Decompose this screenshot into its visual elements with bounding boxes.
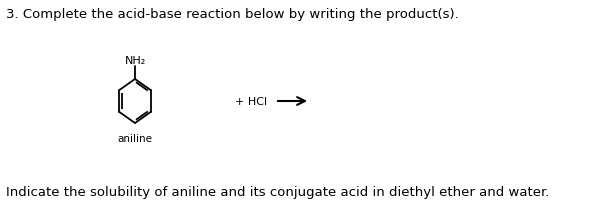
Text: + HCl: + HCl (235, 97, 267, 107)
Text: aniline: aniline (118, 133, 153, 143)
Text: Indicate the solubility of aniline and its conjugate acid in diethyl ether and w: Indicate the solubility of aniline and i… (6, 185, 549, 198)
Text: NH₂: NH₂ (124, 56, 146, 66)
Text: 3. Complete the acid-base reaction below by writing the product(s).: 3. Complete the acid-base reaction below… (6, 8, 459, 21)
